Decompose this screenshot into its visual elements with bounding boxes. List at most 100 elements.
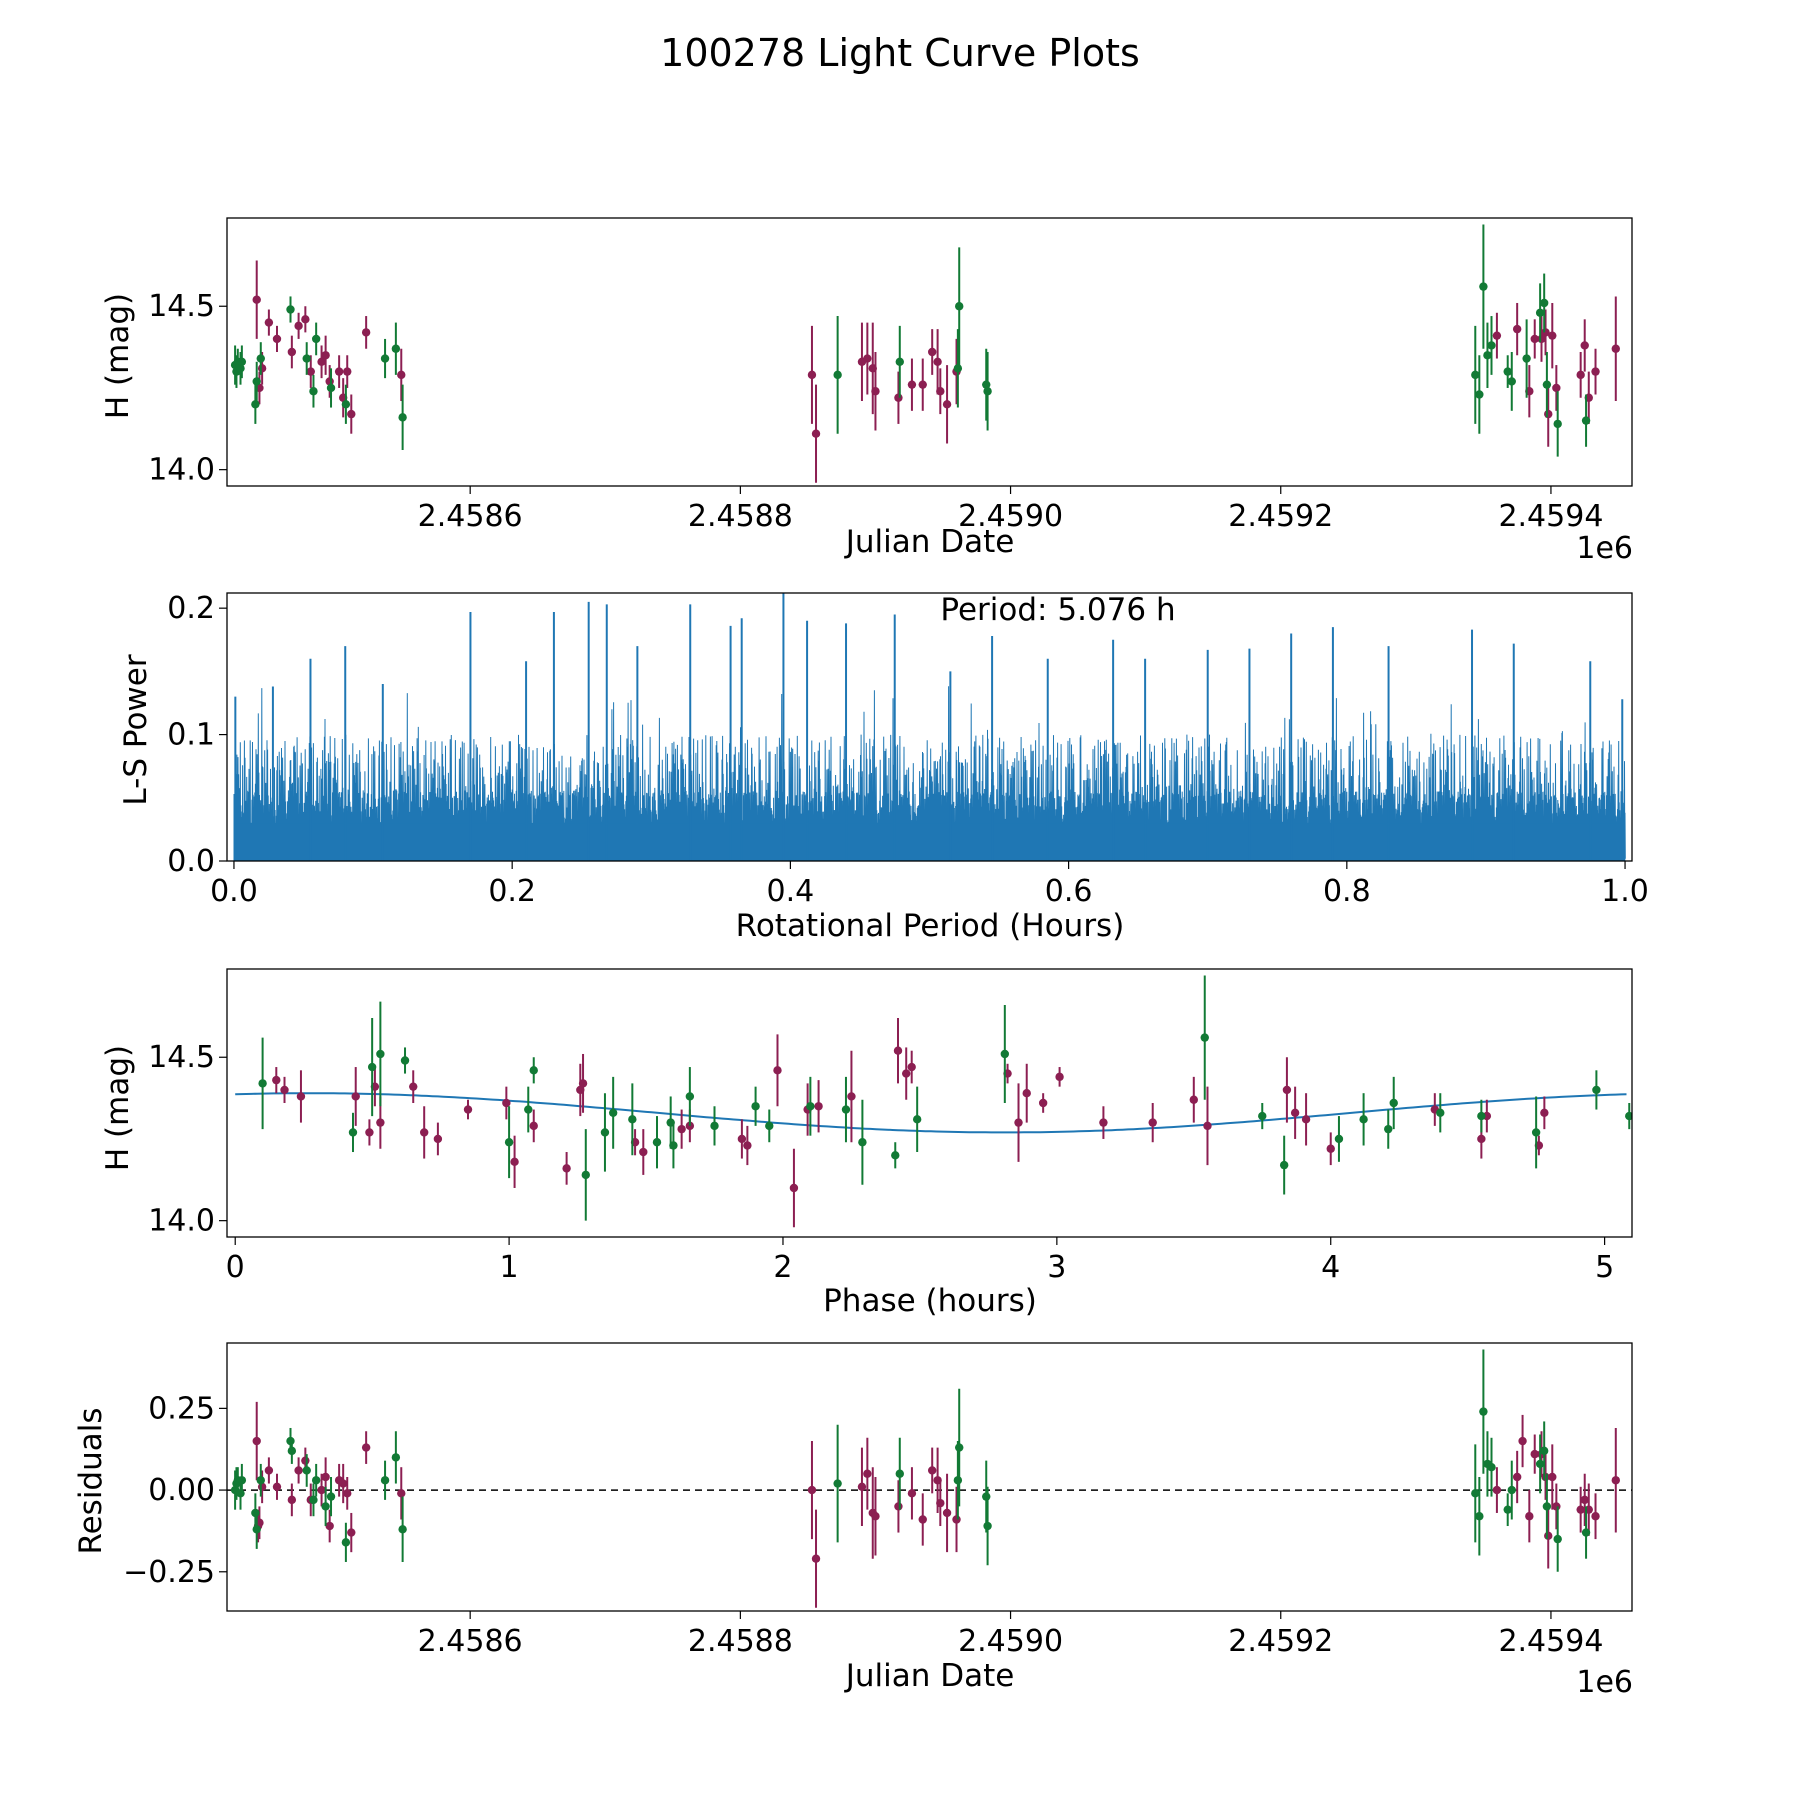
residuals-point-band_b [1581,1528,1591,1537]
phased-ylabel: H (mag) [100,1045,136,1171]
phased-point-band_b [628,1115,637,1124]
phased-point-band_a [1540,1108,1549,1118]
lightcurve-point-band_b [1581,416,1591,425]
lightcurve-point-band_b [1507,377,1516,386]
lightcurve-point-band_a [294,321,303,331]
lightcurve-point-band_b [237,357,247,367]
phased-point-band_a [296,1092,306,1101]
phased-point-band_b [1477,1111,1486,1121]
residuals-ytick-label: 0.25 [148,1391,215,1426]
periodogram-ytick-label: 0.1 [167,718,215,753]
periodogram-xtick-label: 0.8 [1323,874,1371,909]
panel-phased: 0 1 2 3 4 5 14.0 14.5 Phase (hours) H (mag) [100,968,1633,1319]
phased-point-band_a [893,1046,903,1055]
residuals-point-band_a [1492,1485,1502,1495]
residuals-point-band_a [936,1498,945,1508]
phased-xtick-label: 0 [226,1250,245,1285]
phased-point-band_b [806,1102,815,1111]
figure-title: 100278 Light Curve Plots [660,31,1140,75]
residuals-point-band_b [311,1476,321,1485]
lightcurve-point-band_b [380,354,390,363]
phased-point-band_a [639,1147,648,1157]
phased-point-band_a [1022,1088,1031,1098]
residuals-point-band_a [942,1508,952,1518]
periodogram-xtick-label: 1.0 [1601,874,1649,909]
periodogram-xtick-label: 0.4 [767,874,815,909]
lightcurve-frame [226,217,1633,487]
residuals-ytick-label: 0.00 [148,1473,215,1508]
lightcurve-point-band_a [1552,383,1561,393]
lightcurve-point-band_b [256,354,265,363]
lightcurve-point-band_a [894,393,903,402]
phased-ytick-label: 14.5 [148,1040,215,1075]
phased-xlabel: Phase (hours) [823,1283,1037,1319]
phased-point-band_b [751,1102,760,1111]
residuals-point-band_b [251,1508,260,1518]
lightcurve-point-band_b [1471,370,1480,380]
phased-point-band_a [1189,1095,1198,1104]
lightcurve-point-band_b [955,302,964,311]
residuals-ylabel: Residuals [73,1407,109,1554]
residuals-point-band_b [1487,1462,1496,1472]
phased-point-band_a [1014,1118,1023,1127]
residuals-xtick-label: 2.4586 [418,1624,523,1659]
phased-point-band_b [858,1138,867,1147]
lightcurve-point-band_b [1539,298,1549,308]
lightcurve-xtick-label: 2.4592 [1228,499,1333,534]
residuals-point-band_b [1542,1502,1552,1511]
phased-xtick-label: 2 [773,1250,792,1285]
lightcurve-point-band_a [397,370,406,380]
residuals-point-band_b [252,1525,261,1534]
residuals-point-band_a [343,1489,352,1498]
lightcurve-xtick-label: 2.4590 [958,499,1063,534]
panel-lightcurve: 2.4586 2.4588 2.4590 2.4592 2.4594 14.0 14.5 J… [100,217,1633,566]
residuals-point-band_b [1539,1446,1549,1456]
lightcurve-point-band_b [326,383,336,393]
panel-periodogram: 0.0 0.2 0.4 0.6 0.8 1.0 0.0 0.1 0.2 Period: 5.07… [118,591,1649,944]
phased-point-band_a [907,1062,916,1072]
residuals-marks [227,1349,1632,1608]
phased-point-band_b [1592,1085,1601,1095]
residuals-point-band_a [1576,1505,1585,1514]
lightcurve-point-band_b [953,364,963,373]
residuals-point-band_a [1525,1512,1534,1521]
phased-point-band_a [1055,1072,1064,1082]
residuals-point-band_a [252,1436,261,1446]
periodogram-xlabel: Rotational Period (Hours) [736,908,1125,944]
residuals-offset-text: 1e6 [1576,1665,1633,1700]
residuals-point-band_a [321,1472,330,1482]
phased-point-band_a [351,1092,360,1101]
phased-point-band_b [376,1049,385,1059]
phased-point-band_b [1279,1160,1289,1170]
phased-point-band_b [710,1121,719,1131]
residuals-point-band_b [237,1476,247,1485]
lightcurve-point-band_a [252,295,261,304]
residuals-point-band_a [1512,1472,1522,1482]
phased-xtick-label: 3 [1047,1250,1066,1285]
phased-point-band_b [529,1066,538,1075]
residuals-point-band_b [1471,1489,1480,1498]
residuals-xlabel: Julian Date [844,1658,1015,1694]
phased-point-band_a [365,1128,374,1137]
residuals-point-band_b [1553,1534,1562,1544]
lightcurve-point-band_a [1576,370,1585,380]
phased-point-band_b [581,1170,590,1180]
periodogram-xtick-label: 0.6 [1045,874,1093,909]
periodogram-power-floor [233,823,1626,861]
periodogram-xtick-label: 0.2 [488,874,536,909]
phased-point-band_b [912,1115,922,1124]
phased-point-band_b [1258,1111,1267,1121]
phased-point-band_a [510,1157,519,1167]
residuals-point-band_a [361,1443,371,1452]
phased-frame [226,968,1633,1238]
residuals-point-band_a [301,1456,310,1465]
periodogram-annotation: Period: 5.076 h [940,592,1175,628]
residuals-point-band_b [895,1469,904,1478]
phased-xtick-label: 4 [1321,1250,1340,1285]
residuals-point-band_a [1591,1512,1600,1521]
phased-point-band_a [1203,1121,1212,1131]
residuals-point-band_b [1475,1512,1484,1521]
residuals-point-band_a [317,1485,326,1495]
lightcurve-point-band_a [287,347,297,357]
lightcurve-point-band_b [311,334,321,344]
